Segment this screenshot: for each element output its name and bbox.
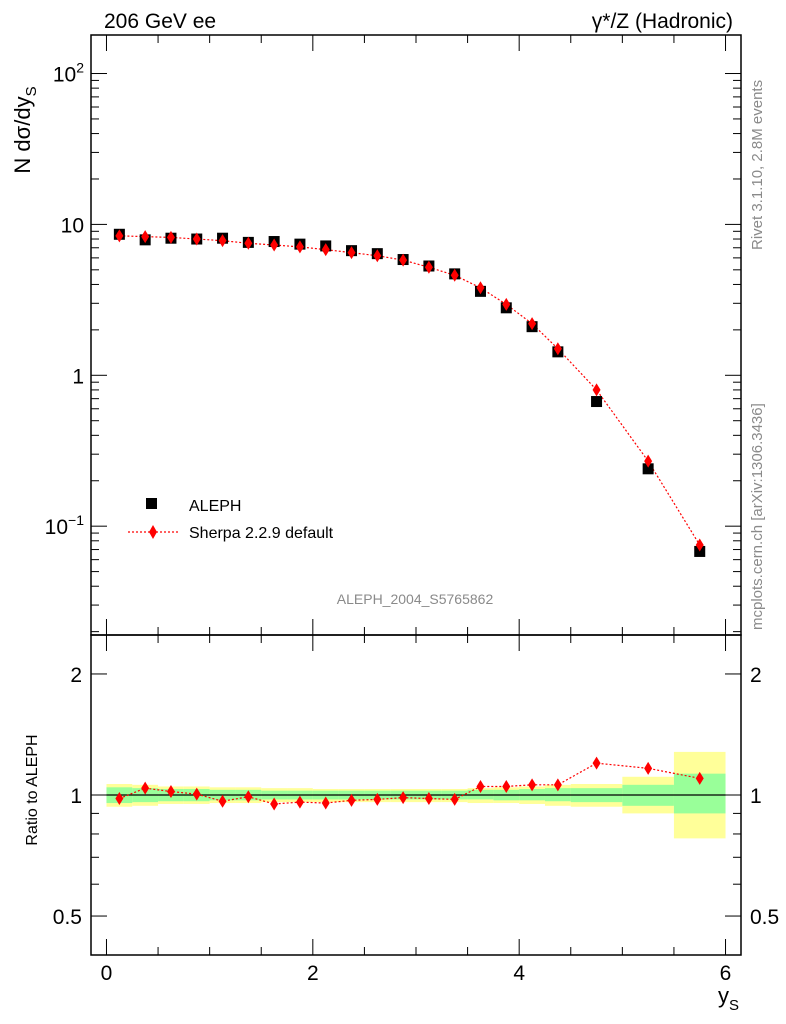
ratio-y-tick-label-left: 0.5: [53, 906, 82, 929]
mc-point: [424, 260, 433, 274]
ratio-mc-point: [528, 778, 537, 792]
ratio-y-tick-label-left: 2: [70, 664, 82, 687]
mc-point: [166, 230, 175, 244]
main-panel: 102 10 1 10−1: [45, 34, 742, 636]
main-y-tick-label: 10−1: [45, 512, 85, 539]
mc-point: [244, 236, 253, 250]
ratio-mc-point: [115, 792, 124, 806]
ratio-y-tick-label-right: 1: [750, 785, 762, 808]
mc-point: [295, 240, 304, 254]
process-label: γ*/Z (Hadronic): [592, 10, 733, 33]
ratio-mc-point: [373, 792, 382, 806]
main-y-tick-labels: 102 10 1 10−1: [45, 60, 85, 540]
ratio-mc-point: [192, 787, 201, 801]
ratio-y-tick-label-left: 1: [70, 785, 82, 808]
ratio-mc-point: [553, 778, 562, 792]
data-point: [642, 463, 654, 475]
ratio-mc-point: [166, 785, 175, 799]
main-frame: [90, 34, 742, 636]
main-y-tick-label: 10: [61, 214, 84, 237]
mc-point: [644, 454, 653, 468]
main-plot-area: [113, 228, 706, 557]
ratio-mc-point: [644, 761, 653, 775]
rivet-version-label: Rivet 3.1.10, 2.8M events: [749, 80, 766, 250]
mc-point: [141, 230, 150, 244]
ratio-mc-point: [424, 792, 433, 806]
ratio-frame: [90, 634, 742, 956]
main-y-tick-label: 1: [72, 365, 84, 388]
ratio-panel: 2 2 1 1 0.5 0.5 0 2 4 6: [53, 634, 779, 985]
ratio-mc-point: [218, 794, 227, 808]
main-axis-ticks: [91, 35, 741, 635]
legend-marker-aleph: [146, 498, 157, 509]
ratio-y-tick-labels: 2 2 1 1 0.5 0.5: [53, 664, 779, 929]
ratio-mc-point: [399, 791, 408, 805]
legend-marker-sherpa: [149, 525, 157, 539]
ratio-y-tick-label-right: 0.5: [750, 906, 779, 929]
x-tick-label: 2: [307, 962, 319, 985]
ratio-mc-point: [270, 797, 279, 811]
mc-point: [218, 234, 227, 248]
x-tick-label: 0: [101, 962, 113, 985]
ratio-y-tick-label-right: 2: [750, 664, 762, 687]
x-tick-labels: 0 2 4 6: [101, 962, 732, 985]
ratio-mc-point: [295, 795, 304, 809]
mc-point: [528, 317, 537, 331]
main-y-axis-label: N dσ/dyS: [10, 86, 40, 173]
mc-point: [592, 383, 601, 397]
ratio-mc-line: [119, 762, 700, 805]
mc-point: [321, 243, 330, 257]
ratio-mc-point: [347, 793, 356, 807]
ratio-mc-point: [695, 771, 704, 785]
ratio-y-axis-label: Ratio to ALEPH: [24, 734, 41, 845]
x-tick-label: 6: [720, 962, 732, 985]
mc-point: [399, 253, 408, 267]
ratio-mc-point: [502, 779, 511, 793]
energy-label: 206 GeV ee: [104, 10, 216, 33]
x-tick-label: 4: [513, 962, 525, 985]
legend: ALEPH Sherpa 2.2.9 default: [128, 498, 334, 542]
ratio-plot-area: [106, 751, 726, 839]
mc-point: [553, 342, 562, 356]
mc-point: [270, 238, 279, 252]
x-axis-label: yS: [718, 983, 739, 1014]
analysis-watermark: ALEPH_2004_S5765862: [337, 591, 494, 607]
ratio-mc-point: [450, 792, 459, 806]
mc-point: [502, 297, 511, 311]
main-y-tick-label: 102: [53, 60, 84, 87]
mc-point: [347, 246, 356, 260]
ratio-mc-point: [592, 756, 601, 770]
mc-point: [695, 538, 704, 552]
legend-label-sherpa: Sherpa 2.2.9 default: [189, 525, 334, 542]
mc-point: [115, 229, 124, 243]
data-point: [591, 396, 603, 408]
ratio-mc-point: [321, 796, 330, 810]
mc-point: [450, 268, 459, 282]
ratio-axis-ticks: [91, 635, 741, 956]
mc-point: [373, 249, 382, 263]
ratio-mc-point: [244, 790, 253, 804]
ratio-mc-point: [476, 779, 485, 793]
legend-label-aleph: ALEPH: [189, 498, 241, 515]
ratio-mc-point: [141, 781, 150, 795]
mc-point: [476, 281, 485, 295]
mc-point: [192, 232, 201, 246]
mcplots-label: mcplots.cern.ch [arXiv:1306.3436]: [749, 403, 766, 630]
